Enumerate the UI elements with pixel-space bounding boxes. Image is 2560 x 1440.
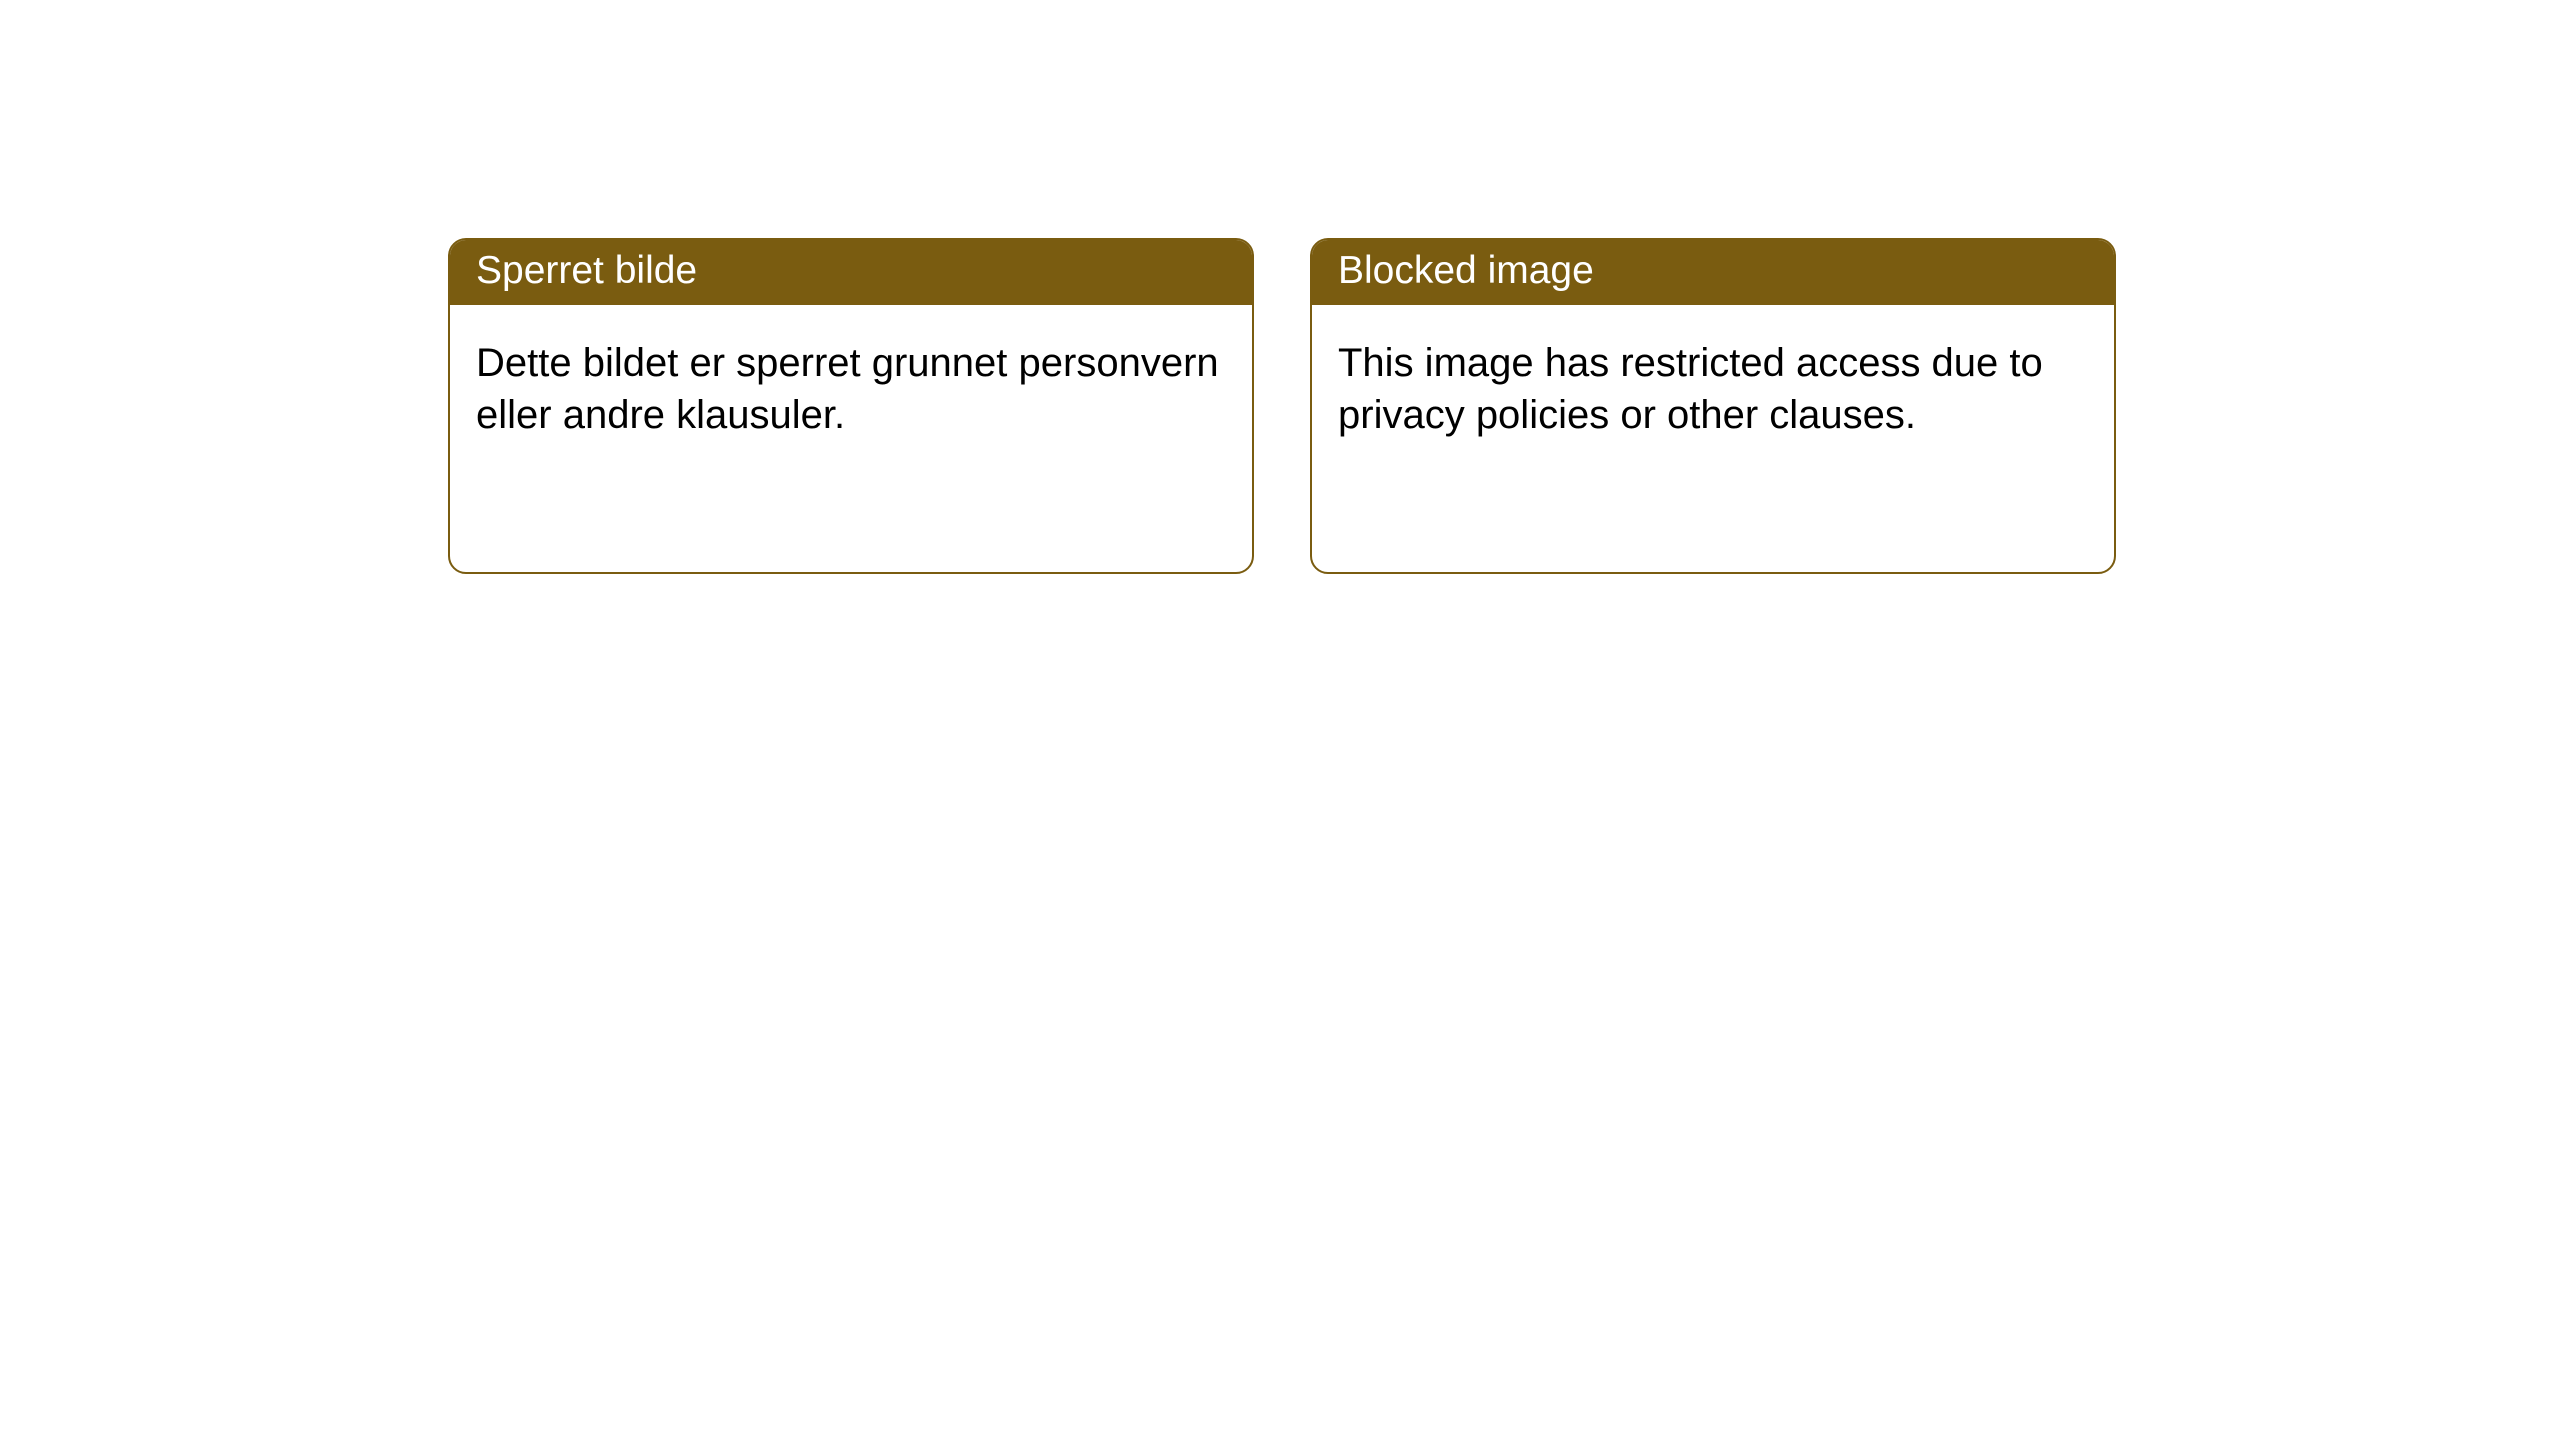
card-header: Blocked image <box>1312 240 2114 305</box>
card-body: Dette bildet er sperret grunnet personve… <box>450 305 1252 467</box>
card-title: Blocked image <box>1338 249 1594 292</box>
notice-card-container: Sperret bilde Dette bildet er sperret gr… <box>0 0 2560 574</box>
card-title: Sperret bilde <box>476 249 697 292</box>
card-body-text: Dette bildet er sperret grunnet personve… <box>476 341 1219 437</box>
card-header: Sperret bilde <box>450 240 1252 305</box>
card-body: This image has restricted access due to … <box>1312 305 2114 467</box>
blocked-image-card-en: Blocked image This image has restricted … <box>1310 238 2116 574</box>
card-body-text: This image has restricted access due to … <box>1338 341 2043 437</box>
blocked-image-card-no: Sperret bilde Dette bildet er sperret gr… <box>448 238 1254 574</box>
